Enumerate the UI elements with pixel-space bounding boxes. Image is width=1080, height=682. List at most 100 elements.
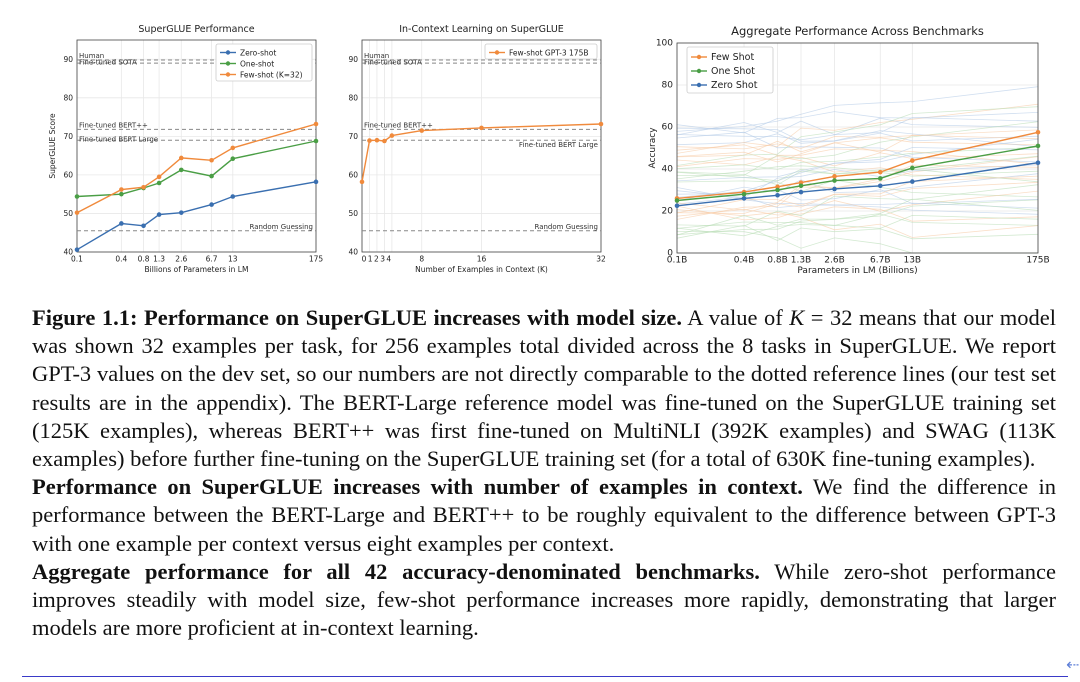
reference-label: Random Guessing bbox=[250, 223, 314, 231]
y-tick-label: 80 bbox=[63, 93, 73, 102]
x-axis-label: Billions of Parameters in LM bbox=[145, 265, 249, 274]
x-tick-label: 8 bbox=[419, 255, 424, 264]
data-point bbox=[389, 133, 395, 138]
data-point bbox=[230, 145, 236, 151]
chart-title: In-Context Learning on SuperGLUE bbox=[399, 24, 564, 35]
data-point bbox=[877, 176, 883, 181]
reference-label: Random Guessing bbox=[535, 223, 599, 231]
x-tick-label: 1 bbox=[368, 255, 373, 264]
legend-label: Few Shot bbox=[711, 52, 754, 63]
axes-frame bbox=[76, 39, 317, 253]
left-arrow-icon[interactable]: ⇠ bbox=[1066, 655, 1080, 674]
x-tick-label: 2.6B bbox=[824, 256, 845, 266]
y-tick-label: 80 bbox=[348, 93, 358, 102]
chart-title: Aggregate Performance Across Benchmarks bbox=[731, 24, 984, 38]
x-axis-label: Number of Examples in Context (K) bbox=[415, 265, 548, 274]
data-point bbox=[178, 155, 184, 161]
data-point bbox=[775, 192, 780, 198]
reference-label: Fine-tuned BERT Large bbox=[519, 141, 598, 149]
data-point bbox=[741, 196, 747, 201]
benchmark-curve bbox=[676, 147, 1039, 182]
x-tick-label: 3 bbox=[380, 255, 385, 264]
y-tick-label: 70 bbox=[63, 132, 73, 141]
data-point bbox=[156, 212, 162, 217]
data-point bbox=[313, 121, 319, 127]
x-tick-label: 16 bbox=[477, 255, 487, 264]
benchmark-curve bbox=[676, 231, 1038, 254]
caption-text-3: While zero-shot performance improves ste… bbox=[32, 558, 1057, 641]
x-tick-label: 1.3B bbox=[791, 256, 812, 266]
chart-3: 0 20 40 60 80 100 0.1B 0.4B 0.8B 1.3B 2.6B 6.7B 13B 1… bbox=[648, 24, 1050, 276]
legend-marker bbox=[696, 68, 702, 74]
data-point bbox=[798, 189, 804, 195]
benchmark-curve bbox=[676, 164, 1039, 211]
benchmark-curve bbox=[676, 224, 1039, 241]
data-point bbox=[598, 121, 604, 127]
data-point bbox=[209, 157, 214, 163]
x-tick-label: 0.8B bbox=[767, 256, 788, 266]
benchmark-curve bbox=[676, 111, 1039, 134]
benchmark-curve bbox=[676, 184, 1039, 227]
legend-label: Zero-shot bbox=[240, 49, 276, 58]
benchmark-curve bbox=[676, 199, 1039, 236]
data-point bbox=[374, 137, 380, 143]
data-point bbox=[230, 156, 236, 162]
y-tick-label: 100 bbox=[656, 39, 673, 49]
x-tick-label: 175B bbox=[1026, 256, 1049, 266]
data-point bbox=[877, 169, 883, 175]
legend-marker bbox=[225, 50, 231, 55]
data-point bbox=[313, 138, 319, 144]
series-line bbox=[676, 145, 1039, 202]
x-tick-label: 0.8 bbox=[138, 255, 150, 264]
x-tick-label: 6.7 bbox=[206, 255, 218, 264]
x-tick-label: 175 bbox=[309, 255, 324, 264]
y-tick-label: 90 bbox=[348, 55, 358, 64]
x-tick-label: 0.4B bbox=[734, 256, 755, 266]
reference-label: Human bbox=[79, 52, 104, 60]
y-tick-label: 50 bbox=[348, 209, 358, 218]
data-point bbox=[156, 180, 162, 186]
data-point bbox=[832, 178, 837, 183]
y-tick-label: 50 bbox=[63, 209, 73, 218]
data-point bbox=[775, 184, 780, 190]
benchmark-curve bbox=[676, 206, 1039, 222]
y-tick-label: 70 bbox=[348, 132, 358, 141]
caption-text-1b: = 32 means that our model was shown 32 e… bbox=[32, 305, 1056, 472]
x-tick-label: 0.4 bbox=[115, 255, 127, 264]
data-point bbox=[367, 138, 372, 143]
data-point bbox=[178, 167, 184, 173]
x-tick-label: 1.3 bbox=[153, 255, 165, 264]
y-tick-label: 90 bbox=[63, 55, 73, 64]
data-point bbox=[209, 202, 214, 207]
y-tick-label: 60 bbox=[348, 170, 358, 179]
data-point bbox=[230, 194, 236, 199]
series-line bbox=[76, 123, 317, 214]
y-tick-label: 40 bbox=[662, 165, 674, 175]
benchmark-curve bbox=[676, 127, 1039, 148]
data-point bbox=[910, 179, 915, 184]
reference-label: Fine-tuned SOTA bbox=[364, 59, 422, 67]
benchmark-curve bbox=[676, 144, 1039, 165]
data-point bbox=[141, 223, 146, 229]
y-axis-label: Accuracy bbox=[648, 127, 658, 169]
legend-marker bbox=[494, 50, 500, 55]
axes-frame bbox=[361, 39, 602, 253]
chart-title: SuperGLUE Performance bbox=[138, 24, 254, 35]
legend-label: One-shot bbox=[240, 60, 274, 69]
reference-label: Fine-tuned SOTA bbox=[79, 59, 137, 67]
benchmark-curve bbox=[676, 129, 1039, 150]
data-point bbox=[775, 187, 780, 193]
benchmark-curve bbox=[676, 137, 1039, 163]
reference-label: Fine-tuned BERT++ bbox=[79, 121, 148, 129]
y-tick-label: 60 bbox=[662, 123, 674, 133]
data-point bbox=[419, 128, 425, 133]
benchmark-curve bbox=[676, 181, 1039, 214]
data-point bbox=[1035, 160, 1041, 165]
data-point bbox=[910, 158, 915, 163]
reference-label: Fine-tuned BERT Large bbox=[79, 136, 158, 144]
x-tick-label: 0 bbox=[362, 255, 367, 264]
y-tick-label: 0 bbox=[667, 249, 673, 259]
